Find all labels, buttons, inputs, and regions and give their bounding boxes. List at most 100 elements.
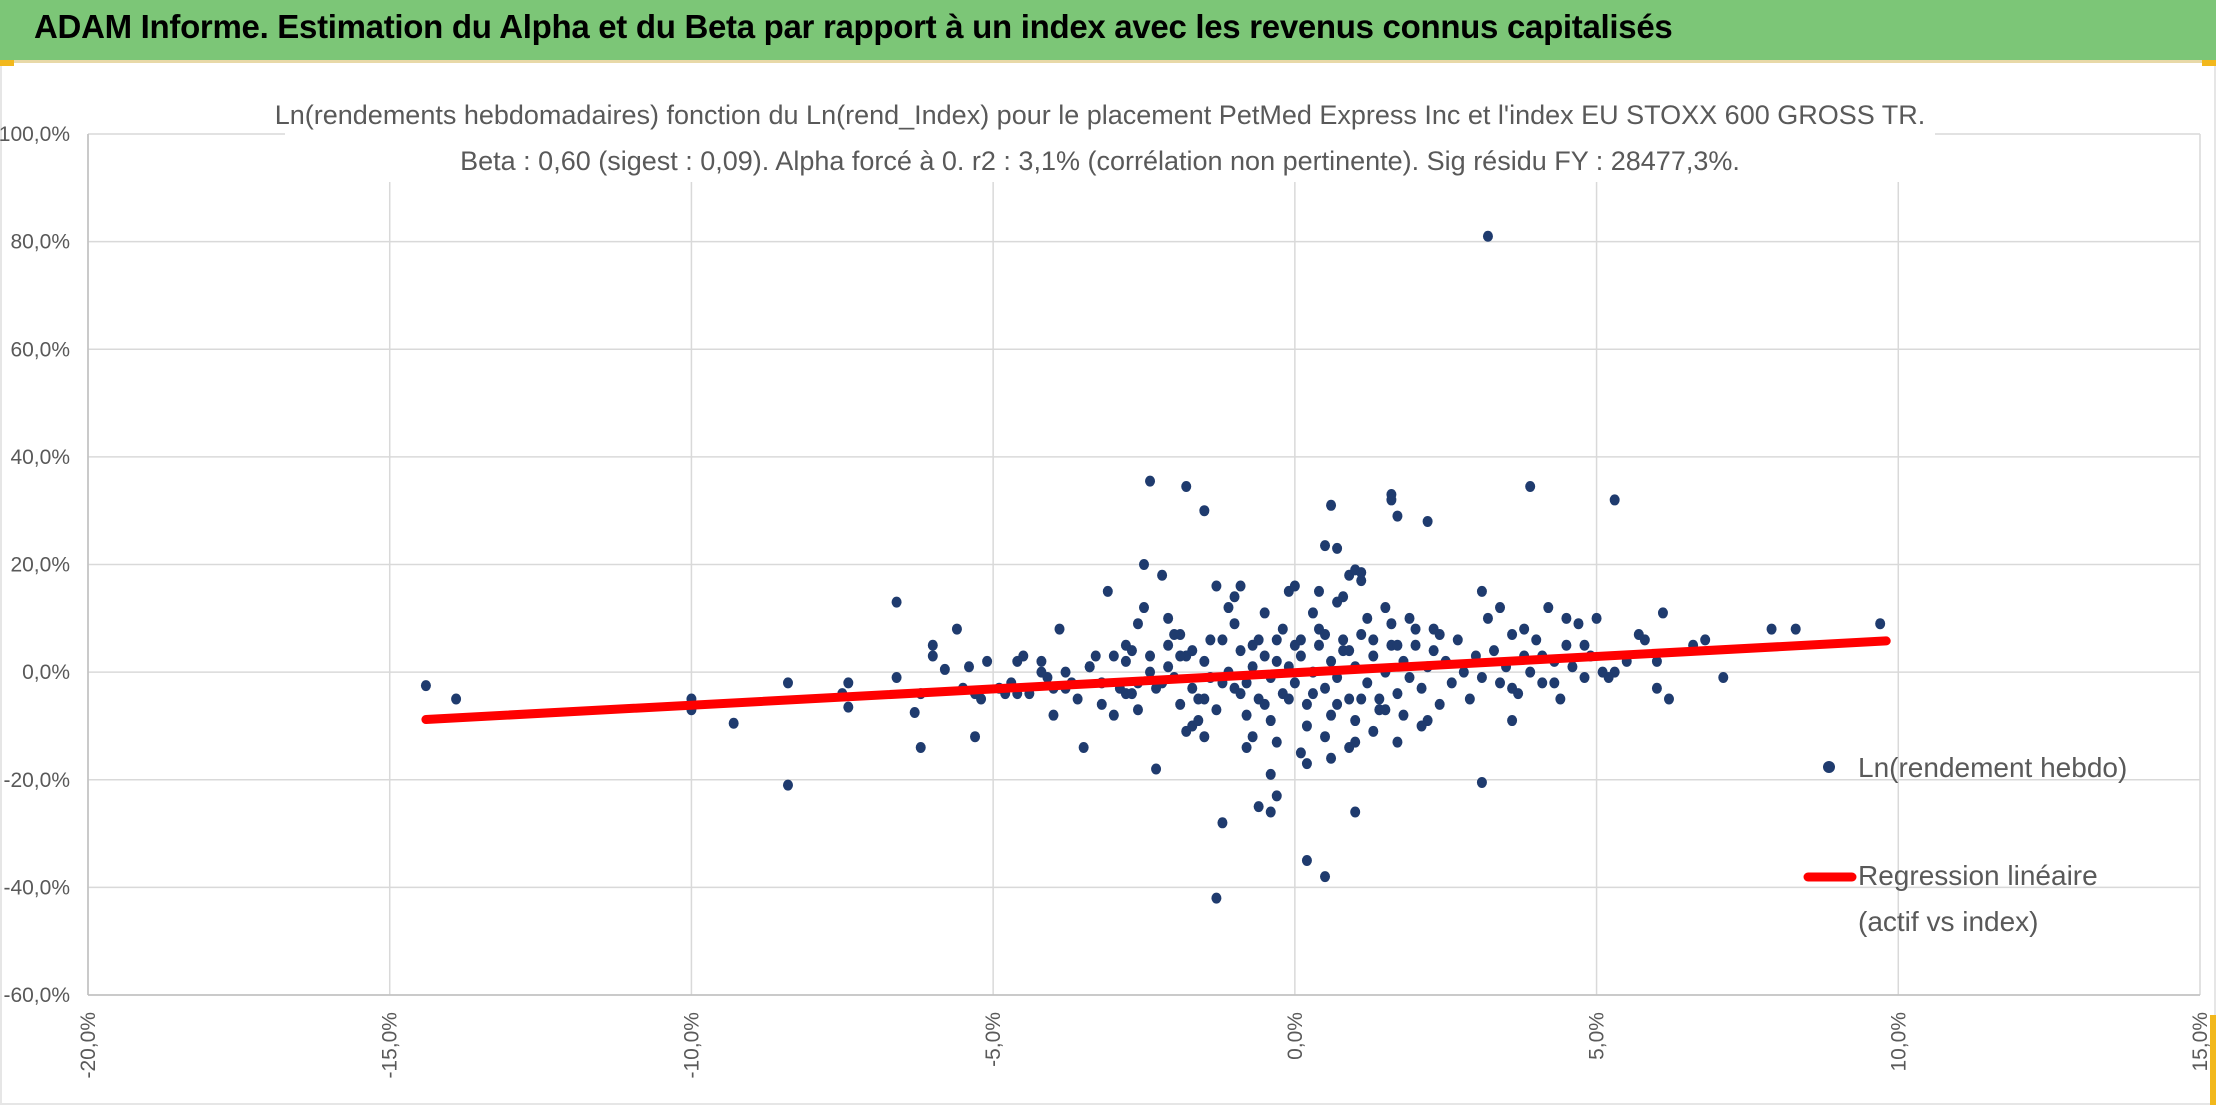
data-point bbox=[1332, 542, 1343, 554]
data-point bbox=[1307, 688, 1318, 700]
data-point bbox=[1235, 688, 1246, 700]
data-point bbox=[1549, 677, 1560, 689]
legend-label-regression-line1: Regression linéaire bbox=[1858, 860, 2098, 891]
data-point bbox=[1259, 650, 1270, 662]
legend-label-regression-line2: (actif vs index) bbox=[1858, 906, 2039, 937]
data-point bbox=[1163, 661, 1174, 673]
data-point bbox=[1543, 602, 1554, 614]
data-point bbox=[1132, 704, 1143, 716]
data-point bbox=[1458, 666, 1469, 678]
x-tick-label: 0,0% bbox=[1284, 1012, 1307, 1060]
data-point bbox=[1271, 634, 1282, 646]
data-point bbox=[1181, 725, 1192, 737]
legend-dot-icon bbox=[1823, 761, 1835, 773]
data-point bbox=[1175, 698, 1186, 710]
data-point bbox=[1410, 623, 1421, 635]
data-point bbox=[1525, 666, 1536, 678]
y-tick-label: -20,0% bbox=[3, 769, 70, 792]
data-point bbox=[1289, 580, 1300, 592]
data-point bbox=[1211, 704, 1222, 716]
data-point bbox=[1537, 677, 1548, 689]
data-point bbox=[1392, 510, 1403, 522]
data-point bbox=[1241, 709, 1252, 721]
x-tick-label: -10,0% bbox=[680, 1012, 703, 1079]
x-tick-label: -20,0% bbox=[77, 1012, 100, 1079]
data-point bbox=[1283, 693, 1294, 705]
data-point bbox=[1410, 639, 1421, 651]
data-point bbox=[1271, 790, 1282, 802]
data-point bbox=[1700, 634, 1711, 646]
data-point bbox=[1482, 230, 1493, 242]
data-point bbox=[1265, 768, 1276, 780]
x-tick-label: -5,0% bbox=[982, 1012, 1005, 1067]
legend: Ln(rendement hebdo) Regression linéaire … bbox=[1803, 752, 2127, 937]
data-point bbox=[1766, 623, 1777, 635]
data-point bbox=[1555, 693, 1566, 705]
data-point bbox=[1476, 585, 1487, 597]
data-point bbox=[1223, 602, 1234, 614]
data-point bbox=[1084, 661, 1095, 673]
data-point bbox=[1428, 645, 1439, 657]
data-point bbox=[1259, 698, 1270, 710]
data-point bbox=[1187, 682, 1198, 694]
data-point bbox=[1404, 612, 1415, 624]
data-point bbox=[1344, 645, 1355, 657]
data-point bbox=[1579, 639, 1590, 651]
data-point bbox=[843, 701, 854, 713]
data-point bbox=[420, 680, 431, 692]
page-title: ADAM Informe. Estimation du Alpha et du … bbox=[34, 8, 1673, 45]
data-point bbox=[1054, 623, 1065, 635]
data-point bbox=[1452, 634, 1463, 646]
data-point bbox=[1169, 628, 1180, 640]
data-point bbox=[1790, 623, 1801, 635]
corner-marker-bottom-right bbox=[2210, 1015, 2216, 1105]
data-point bbox=[1561, 612, 1572, 624]
data-point bbox=[1344, 693, 1355, 705]
data-points bbox=[420, 230, 1886, 904]
data-point bbox=[1374, 693, 1385, 705]
data-point bbox=[1235, 645, 1246, 657]
y-tick-label: -60,0% bbox=[3, 984, 70, 1007]
data-point bbox=[1579, 672, 1590, 684]
y-tick-label: 100,0% bbox=[0, 123, 70, 146]
data-point bbox=[1108, 709, 1119, 721]
data-point bbox=[1289, 677, 1300, 689]
data-point bbox=[1313, 585, 1324, 597]
data-point bbox=[1356, 567, 1367, 579]
regression-line-group bbox=[421, 636, 1891, 724]
data-point bbox=[951, 623, 962, 635]
data-point bbox=[1301, 720, 1312, 732]
data-point bbox=[1229, 618, 1240, 630]
data-point bbox=[1338, 591, 1349, 603]
data-point bbox=[1495, 602, 1506, 614]
data-point bbox=[1446, 677, 1457, 689]
data-point bbox=[1368, 650, 1379, 662]
data-point bbox=[1181, 480, 1192, 492]
data-point bbox=[915, 741, 926, 753]
data-point bbox=[1482, 612, 1493, 624]
data-point bbox=[1531, 634, 1542, 646]
data-point bbox=[891, 672, 902, 684]
data-point bbox=[1145, 650, 1156, 662]
data-point bbox=[1428, 623, 1439, 635]
data-point bbox=[1320, 540, 1331, 552]
data-point bbox=[1386, 618, 1397, 630]
data-point bbox=[1259, 607, 1270, 619]
x-tick-label: 5,0% bbox=[1586, 1012, 1609, 1060]
data-point bbox=[1392, 688, 1403, 700]
data-point bbox=[1392, 639, 1403, 651]
data-point bbox=[927, 650, 938, 662]
data-point bbox=[1326, 709, 1337, 721]
data-point bbox=[1392, 736, 1403, 748]
data-point bbox=[964, 661, 975, 673]
data-point bbox=[1507, 715, 1518, 727]
data-point bbox=[1090, 650, 1101, 662]
data-point bbox=[1476, 672, 1487, 684]
data-point bbox=[1651, 682, 1662, 694]
data-point bbox=[1012, 655, 1023, 667]
data-point bbox=[1368, 725, 1379, 737]
data-point bbox=[1163, 612, 1174, 624]
data-point bbox=[1211, 580, 1222, 592]
data-point bbox=[1356, 693, 1367, 705]
